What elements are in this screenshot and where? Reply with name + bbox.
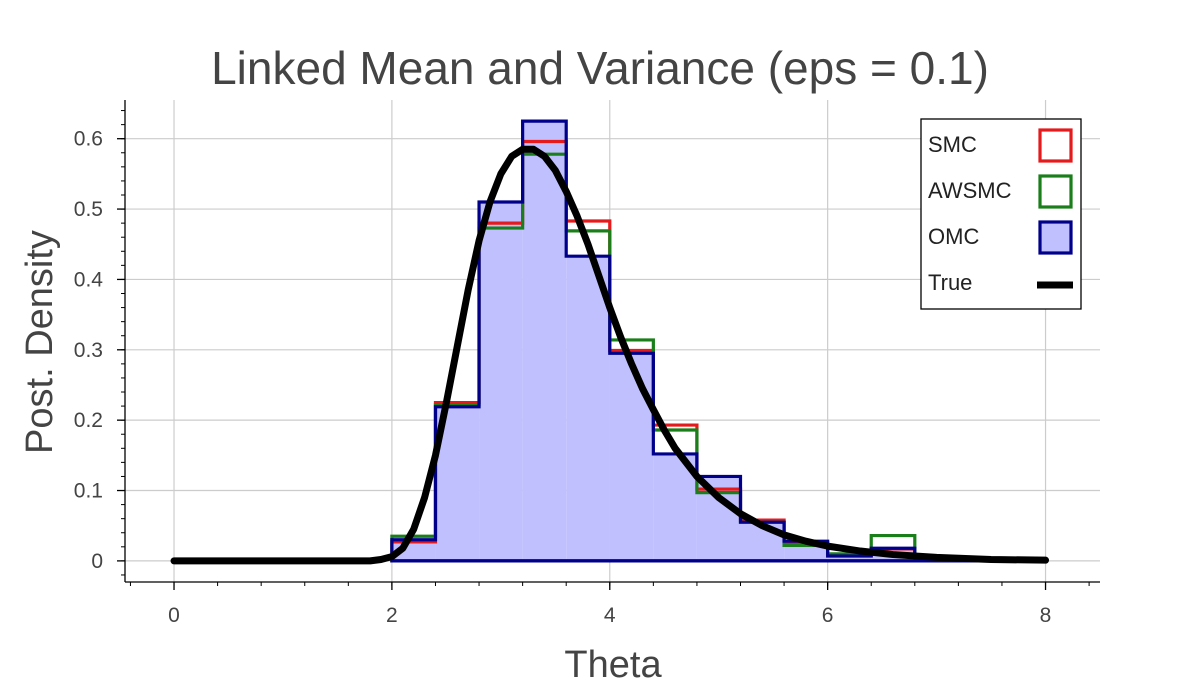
y-tick-label: 0.5	[74, 198, 103, 221]
legend-box	[920, 118, 1082, 310]
y-axis-label: Post. Density	[19, 230, 61, 454]
omc-bar	[609, 353, 654, 561]
y-tick-label: 0.1	[74, 480, 103, 503]
x-tick-label: 0	[168, 604, 180, 627]
legend-swatch	[1038, 128, 1073, 163]
x-axis-label: Theta	[564, 644, 662, 686]
legend-swatch	[1038, 220, 1073, 255]
legend-label: SMC	[928, 132, 977, 157]
omc-bar	[566, 256, 610, 561]
y-tick-label: 0.6	[74, 128, 103, 151]
true-density-curve	[170, 145, 1050, 565]
legend-label: AWSMC	[928, 178, 1012, 203]
omc-bar	[479, 202, 523, 561]
x-tick-label: 2	[386, 604, 398, 627]
x-tick-label: 4	[604, 604, 616, 627]
omc-bar	[827, 555, 872, 561]
y-tick-label: 0.4	[74, 268, 104, 291]
y-tick-label: 0	[91, 550, 103, 573]
legend: SMC AWSMC OMC True	[920, 118, 1082, 310]
y-tick-label: 0.2	[74, 409, 103, 432]
chart-title: Linked Mean and Variance (eps = 0.1)	[211, 42, 989, 94]
legend-label: OMC	[928, 224, 979, 249]
legend-label: True	[928, 270, 972, 295]
axes: 0 2 4 6 8 0 0.1 0.2 0.3 0.4 0.5 0.6	[74, 100, 1100, 627]
true-curve-line	[170, 145, 1050, 565]
y-tick-label: 0.3	[74, 339, 103, 362]
legend-swatch	[1038, 174, 1073, 209]
x-tick-label: 8	[1040, 604, 1052, 627]
x-tick-label: 6	[822, 604, 834, 627]
omc-bar	[522, 121, 567, 561]
